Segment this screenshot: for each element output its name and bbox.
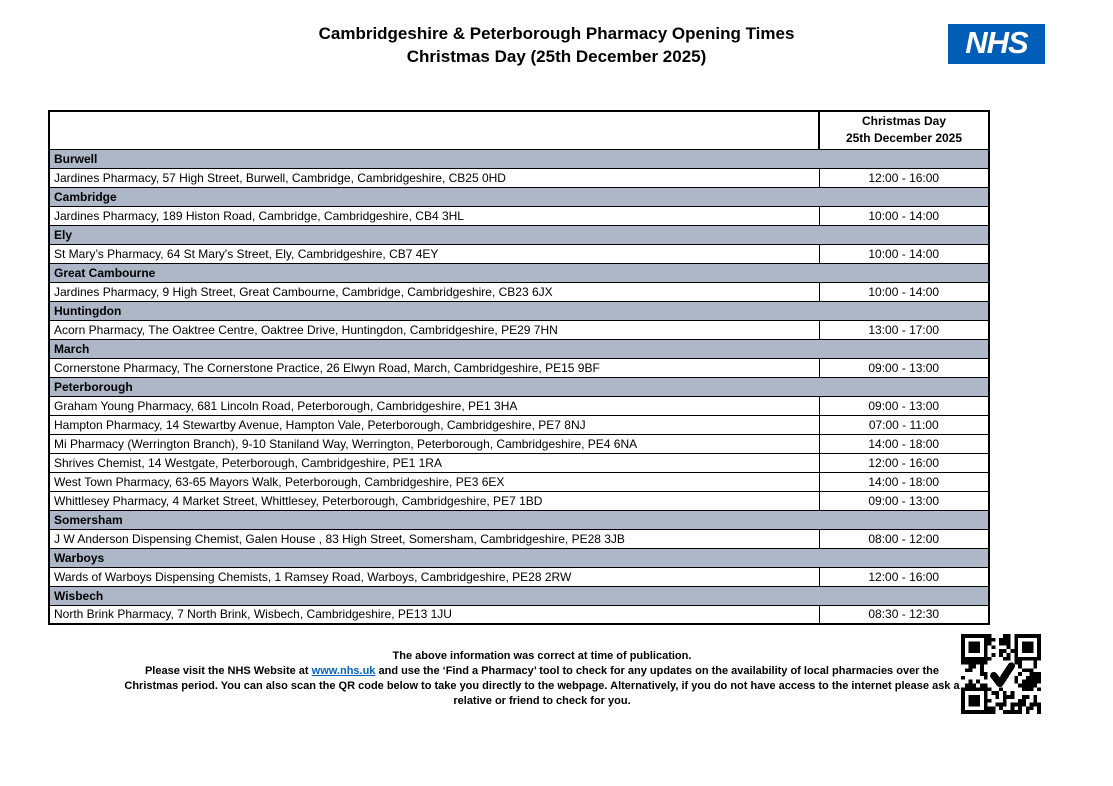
pharmacy-row: J W Anderson Dispensing Chemist, Galen H… (48, 528, 990, 549)
pharmacy-opening-times-table: Christmas Day 25th December 2025 Burwell… (48, 110, 990, 625)
pharmacy-row: Graham Young Pharmacy, 681 Lincoln Road,… (48, 395, 990, 416)
footer-text-before-link: Please visit the NHS Website at (144, 665, 312, 677)
opening-time: 14:00 - 18:00 (818, 433, 990, 454)
pharmacy-row: Jardines Pharmacy, 57 High Street, Burwe… (48, 167, 990, 188)
date-column-header-line-1: Christmas Day (861, 114, 947, 129)
pharmacy-row: Cornerstone Pharmacy, The Cornerstone Pr… (48, 357, 990, 378)
page-title: Cambridgeshire & Peterborough Pharmacy O… (0, 22, 1113, 68)
town-section-row: Wisbech (48, 585, 990, 606)
pharmacy-row: Hampton Pharmacy, 14 Stewartby Avenue, H… (48, 414, 990, 435)
opening-time: 08:00 - 12:00 (818, 528, 990, 549)
pharmacy-row: Jardines Pharmacy, 9 High Street, Great … (48, 281, 990, 302)
qr-code (961, 634, 1041, 714)
town-section-name: March (48, 338, 990, 359)
opening-time: 12:00 - 16:00 (818, 167, 990, 188)
town-section-row: Cambridge (48, 186, 990, 207)
opening-time: 10:00 - 14:00 (818, 281, 990, 302)
footer-paragraph: Please visit the NHS Website at www.nhs.… (118, 664, 966, 709)
opening-time: 13:00 - 17:00 (818, 319, 990, 340)
nhs-logo: NHS (948, 24, 1045, 64)
nhs-website-link[interactable]: www.nhs.uk (311, 665, 376, 677)
page-title-line-2: Christmas Day (25th December 2025) (406, 47, 707, 66)
pharmacy-name-address: Wards of Warboys Dispensing Chemists, 1 … (48, 566, 820, 587)
town-section-row: March (48, 338, 990, 359)
pharmacy-name-address: Hampton Pharmacy, 14 Stewartby Avenue, H… (48, 414, 820, 435)
pharmacy-name-address: J W Anderson Dispensing Chemist, Galen H… (48, 528, 820, 549)
pharmacy-row: Whittlesey Pharmacy, 4 Market Street, Wh… (48, 490, 990, 511)
pharmacy-column-header (48, 110, 820, 150)
qr-pattern (961, 634, 1041, 714)
pharmacy-name-address: North Brink Pharmacy, 7 North Brink, Wis… (48, 604, 820, 625)
town-section-name: Wisbech (48, 585, 990, 606)
town-section-row: Huntingdon (48, 300, 990, 321)
opening-time: 09:00 - 13:00 (818, 490, 990, 511)
opening-time: 09:00 - 13:00 (818, 395, 990, 416)
pharmacy-name-address: Whittlesey Pharmacy, 4 Market Street, Wh… (48, 490, 820, 511)
town-section-name: Burwell (48, 148, 990, 169)
pharmacy-row: Acorn Pharmacy, The Oaktree Centre, Oakt… (48, 319, 990, 340)
footer-line-1: The above information was correct at tim… (392, 650, 692, 662)
date-column-header-line-2: 25th December 2025 (845, 131, 963, 146)
pharmacy-name-address: Shrives Chemist, 14 Westgate, Peterborou… (48, 452, 820, 473)
pharmacy-row: North Brink Pharmacy, 7 North Brink, Wis… (48, 604, 990, 625)
town-section-row: Ely (48, 224, 990, 245)
town-section-row: Peterborough (48, 376, 990, 397)
pharmacy-name-address: Jardines Pharmacy, 9 High Street, Great … (48, 281, 820, 302)
pharmacy-name-address: Jardines Pharmacy, 189 Histon Road, Camb… (48, 205, 820, 226)
opening-time: 10:00 - 14:00 (818, 205, 990, 226)
town-section-name: Great Cambourne (48, 262, 990, 283)
opening-time: 07:00 - 11:00 (818, 414, 990, 435)
town-section-name: Warboys (48, 547, 990, 568)
pharmacy-name-address: Cornerstone Pharmacy, The Cornerstone Pr… (48, 357, 820, 378)
town-section-name: Peterborough (48, 376, 990, 397)
town-section-row: Somersham (48, 509, 990, 530)
pharmacy-name-address: Mi Pharmacy (Werrington Branch), 9-10 St… (48, 433, 820, 454)
pharmacy-name-address: St Mary’s Pharmacy, 64 St Mary's Street,… (48, 243, 820, 264)
opening-time: 10:00 - 14:00 (818, 243, 990, 264)
pharmacy-name-address: Graham Young Pharmacy, 681 Lincoln Road,… (48, 395, 820, 416)
pharmacy-row: St Mary’s Pharmacy, 64 St Mary's Street,… (48, 243, 990, 264)
pharmacy-row: Wards of Warboys Dispensing Chemists, 1 … (48, 566, 990, 587)
page-title-line-1: Cambridgeshire & Peterborough Pharmacy O… (318, 24, 795, 43)
footer-note: The above information was correct at tim… (118, 649, 966, 709)
check-mark-icon (990, 662, 1015, 688)
town-section-row: Great Cambourne (48, 262, 990, 283)
opening-time: 08:30 - 12:30 (818, 604, 990, 625)
town-section-name: Ely (48, 224, 990, 245)
town-section-name: Somersham (48, 509, 990, 530)
town-section-name: Cambridge (48, 186, 990, 207)
table-header-row: Christmas Day 25th December 2025 (48, 110, 990, 150)
opening-time: 09:00 - 13:00 (818, 357, 990, 378)
opening-time: 12:00 - 16:00 (818, 566, 990, 587)
pharmacy-row: Mi Pharmacy (Werrington Branch), 9-10 St… (48, 433, 990, 454)
opening-time: 14:00 - 18:00 (818, 471, 990, 492)
town-section-name: Huntingdon (48, 300, 990, 321)
pharmacy-row: Jardines Pharmacy, 189 Histon Road, Camb… (48, 205, 990, 226)
opening-time: 12:00 - 16:00 (818, 452, 990, 473)
town-section-row: Warboys (48, 547, 990, 568)
pharmacy-name-address: West Town Pharmacy, 63-65 Mayors Walk, P… (48, 471, 820, 492)
pharmacy-row: Shrives Chemist, 14 Westgate, Peterborou… (48, 452, 990, 473)
date-column-header: Christmas Day 25th December 2025 (818, 110, 990, 150)
town-section-row: Burwell (48, 148, 990, 169)
pharmacy-name-address: Acorn Pharmacy, The Oaktree Centre, Oakt… (48, 319, 820, 340)
footer-text-after-link: and use the ‘Find a Pharmacy’ tool to ch… (124, 665, 960, 707)
nhs-logo-text: NHS (965, 25, 1028, 60)
pharmacy-row: West Town Pharmacy, 63-65 Mayors Walk, P… (48, 471, 990, 492)
pharmacy-name-address: Jardines Pharmacy, 57 High Street, Burwe… (48, 167, 820, 188)
